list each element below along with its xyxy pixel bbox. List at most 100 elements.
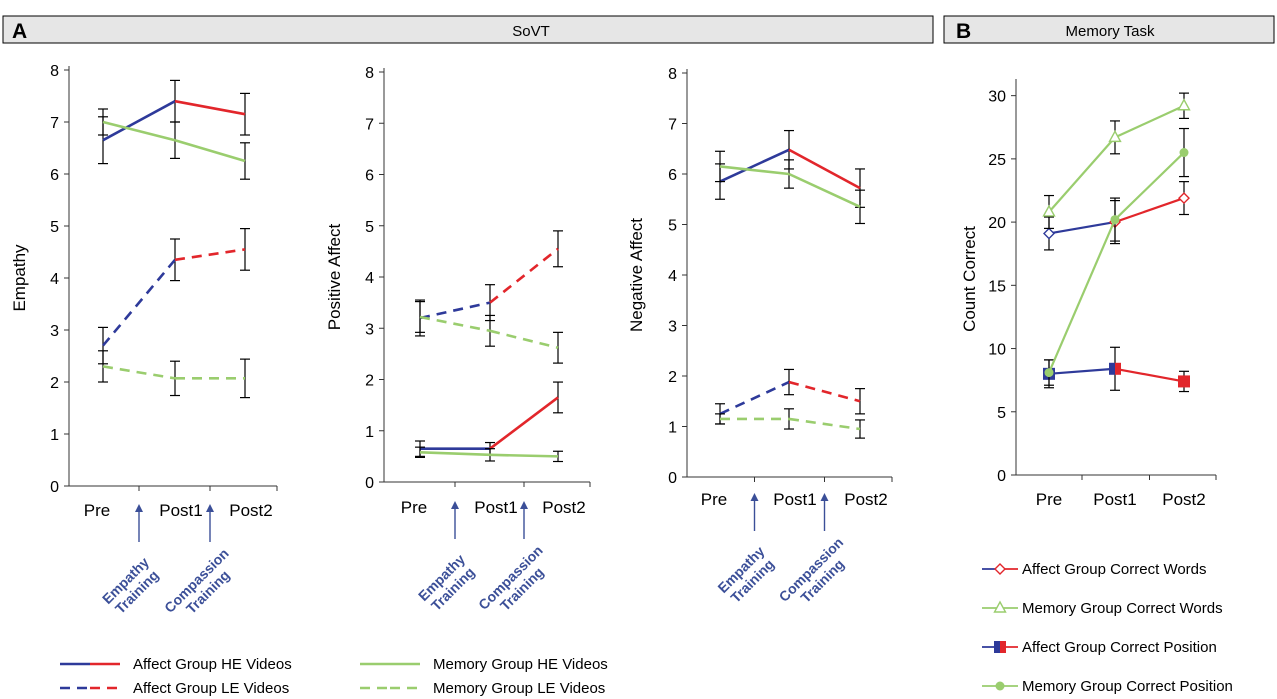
y-tick-label: 0 bbox=[50, 479, 59, 496]
panel-a-header bbox=[2, 15, 934, 44]
data-point bbox=[1179, 148, 1189, 158]
y-tick-label: 1 bbox=[365, 424, 374, 441]
series-segment bbox=[1114, 151, 1185, 221]
legend-b-marker bbox=[994, 641, 1000, 653]
chart-4: 0 5 10 15 20 25 30 Pre Post1 Post2 Count Correct bbox=[960, 79, 1217, 509]
series-segment bbox=[489, 453, 559, 458]
legend-b-marker bbox=[993, 600, 1007, 613]
y-tick-label: 7 bbox=[365, 116, 374, 133]
legend-a-label: Affect Group HE Videos bbox=[133, 656, 292, 673]
legend-b-label: Memory Group Correct Position bbox=[1022, 678, 1233, 695]
y-tick-label: 3 bbox=[365, 321, 374, 338]
y-tick-label: 20 bbox=[988, 215, 1006, 232]
data-point bbox=[1177, 98, 1191, 111]
series-4 bbox=[415, 301, 563, 364]
y-tick-label: 7 bbox=[50, 115, 59, 132]
training-arrowhead bbox=[520, 501, 528, 509]
series-2 bbox=[1042, 92, 1191, 230]
empathy-training-label: EmpathyTraining bbox=[415, 551, 480, 616]
y-tick-label: 3 bbox=[50, 323, 59, 340]
legend-a: Affect Group HE Videos Memory Group HE Vi… bbox=[60, 656, 608, 697]
compassion-training-label: CompassionTraining bbox=[776, 534, 858, 616]
x-tick-label: Post2 bbox=[542, 498, 585, 517]
y-axis-label: Count Correct bbox=[960, 226, 979, 332]
series-4 bbox=[715, 408, 865, 439]
y-tick-label: 6 bbox=[668, 167, 677, 184]
y-tick-label: 0 bbox=[668, 470, 677, 487]
y-tick-label: 1 bbox=[50, 427, 59, 444]
data-point bbox=[1178, 375, 1190, 388]
x-tick-label: Post2 bbox=[1162, 490, 1205, 509]
y-tick-label: 5 bbox=[365, 219, 374, 236]
data-point bbox=[1043, 227, 1055, 240]
y-tick-label: 6 bbox=[365, 168, 374, 185]
y-tick-label: 4 bbox=[668, 268, 677, 285]
panel-b-title: Memory Task bbox=[1066, 23, 1155, 40]
legend-b-label: Affect Group Correct Words bbox=[1022, 561, 1207, 578]
panel-a-title: SoVT bbox=[512, 23, 550, 40]
legend-b-label: Affect Group Correct Position bbox=[1022, 639, 1217, 656]
legend-b-marker bbox=[994, 563, 1006, 575]
y-tick-label: 5 bbox=[997, 405, 1006, 422]
series-4 bbox=[98, 350, 250, 399]
y-axis-label: Negative Affect bbox=[627, 218, 646, 332]
x-tick-label: Pre bbox=[401, 498, 427, 517]
data-point bbox=[1109, 362, 1115, 375]
x-tick-label: Post1 bbox=[159, 501, 202, 520]
y-tick-label: 4 bbox=[365, 270, 374, 287]
x-tick-label: Post2 bbox=[844, 490, 887, 509]
series-segment bbox=[102, 365, 176, 380]
data-point bbox=[1110, 215, 1120, 225]
series-segment bbox=[174, 99, 246, 116]
panel-b-header bbox=[943, 15, 1275, 44]
y-tick-label: 7 bbox=[668, 117, 677, 134]
series-segment bbox=[1048, 136, 1116, 213]
y-tick-label: 5 bbox=[50, 219, 59, 236]
series-4 bbox=[1044, 127, 1189, 386]
series-segment bbox=[1114, 104, 1185, 139]
series-segment bbox=[489, 396, 559, 450]
legend-b-marker bbox=[1000, 641, 1006, 653]
data-point bbox=[1108, 129, 1122, 143]
series-3 bbox=[715, 368, 865, 425]
y-tick-label: 2 bbox=[668, 369, 677, 386]
y-tick-label: 0 bbox=[365, 475, 374, 492]
series-segment bbox=[419, 301, 491, 320]
series-3 bbox=[415, 230, 563, 337]
panel-b-letter: B bbox=[956, 20, 971, 43]
legend-a-label: Memory Group LE Videos bbox=[433, 680, 605, 697]
y-tick-label: 2 bbox=[50, 375, 59, 392]
training-arrowhead bbox=[206, 504, 214, 512]
series-segment bbox=[419, 315, 491, 333]
series-2 bbox=[98, 108, 250, 180]
y-tick-label: 8 bbox=[365, 65, 374, 82]
legend-b-marker bbox=[995, 681, 1005, 691]
y-tick-label: 0 bbox=[997, 468, 1006, 485]
plot-area: 0 1 2 3 4 5 6 7 8 Pre Post1 Post2 Empathy EmpathyTrai… bbox=[10, 63, 1217, 624]
y-tick-label: 10 bbox=[988, 342, 1006, 359]
training-arrowhead bbox=[820, 493, 829, 501]
y-tick-label: 3 bbox=[668, 319, 677, 336]
series-segment bbox=[1114, 197, 1185, 224]
x-tick-label: Post1 bbox=[474, 498, 517, 517]
series-3 bbox=[1043, 346, 1190, 393]
series-3 bbox=[98, 228, 250, 365]
y-tick-label: 8 bbox=[668, 66, 677, 83]
empathy-training-label: EmpathyTraining bbox=[99, 554, 164, 619]
series-segment bbox=[788, 417, 861, 431]
x-tick-label: Pre bbox=[1036, 490, 1062, 509]
series-segment bbox=[174, 248, 246, 262]
compassion-training-label: CompassionTraining bbox=[475, 542, 557, 624]
series-segment bbox=[489, 329, 559, 349]
y-tick-label: 4 bbox=[50, 271, 59, 288]
data-point bbox=[1042, 204, 1056, 217]
chart-1: 0 1 2 3 4 5 6 7 8 Pre Post1 Post2 Empathy EmpathyTrai… bbox=[10, 63, 278, 619]
series-segment bbox=[719, 165, 790, 176]
series-segment bbox=[719, 148, 790, 183]
series-segment bbox=[1047, 219, 1117, 374]
training-arrowhead bbox=[750, 493, 759, 501]
legend-b: Affect Group Correct Words Memory Group C… bbox=[982, 561, 1233, 695]
training-arrowhead bbox=[135, 504, 143, 512]
series-segment bbox=[788, 172, 861, 209]
y-tick-label: 6 bbox=[50, 167, 59, 184]
